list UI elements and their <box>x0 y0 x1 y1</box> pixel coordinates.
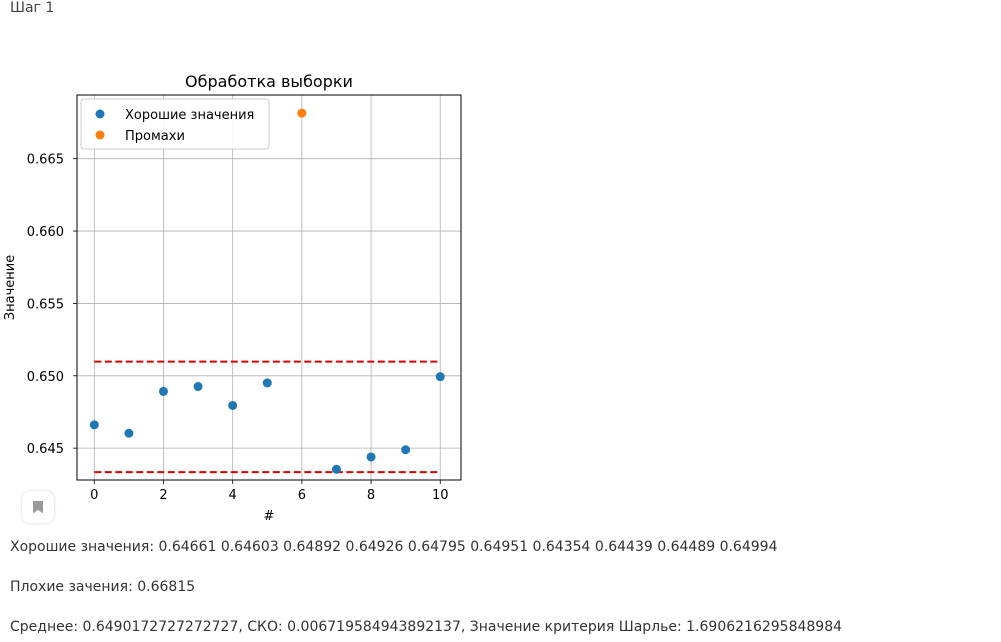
legend-label: Промахи <box>125 129 185 144</box>
data-point <box>124 428 134 438</box>
data-point <box>89 420 99 430</box>
chart-container: 0 2 4 6 8 10 0.645 0.650 0.655 0.660 0.665 Обработ… <box>0 60 480 530</box>
good-values-output: Хорошие значения: 0.64661 0.64603 0.6489… <box>10 539 778 555</box>
bookmark-button[interactable] <box>22 491 54 523</box>
legend-marker <box>95 109 105 119</box>
step-title: Шаг 1 <box>10 0 55 16</box>
data-point <box>228 400 238 410</box>
y-tick-label: 0.660 <box>27 225 64 240</box>
grid-layer <box>77 95 461 480</box>
x-tick-label: 4 <box>229 488 237 503</box>
y-tick-label: 0.665 <box>27 153 64 168</box>
y-axis-label: Значение <box>3 255 18 320</box>
data-point <box>435 372 445 382</box>
y-tick-label: 0.645 <box>27 442 64 457</box>
x-tick-label: 6 <box>298 488 306 503</box>
y-tick-label: 0.650 <box>27 370 64 385</box>
bad-values-output: Плохие зачения: 0.66815 <box>10 579 196 595</box>
x-tick-label: 8 <box>367 488 375 503</box>
legend-label: Хорошие значения <box>125 108 254 123</box>
x-tick-label: 0 <box>90 488 98 503</box>
scatter-chart: 0 2 4 6 8 10 0.645 0.650 0.655 0.660 0.665 Обработ… <box>3 72 462 524</box>
legend-frame <box>80 98 270 150</box>
data-points-layer <box>89 108 445 474</box>
data-point <box>366 452 376 462</box>
ticks-layer: 0 2 4 6 8 10 0.645 0.650 0.655 0.660 0.665 <box>27 153 449 503</box>
data-point <box>262 378 272 388</box>
legend-marker <box>95 130 105 140</box>
data-point <box>297 108 307 118</box>
legend: Хорошие значения Промахи <box>80 98 270 150</box>
data-point <box>401 445 411 455</box>
data-point <box>158 386 168 396</box>
threshold-lines-layer <box>94 360 441 474</box>
x-axis-label: # <box>264 509 275 524</box>
x-tick-label: 10 <box>432 488 449 503</box>
chart-title: Обработка выборки <box>185 72 353 91</box>
stats-output: Среднее: 0.6490172727272727, СКО: 0.0067… <box>10 619 843 635</box>
x-tick-label: 2 <box>159 488 167 503</box>
plot-frame <box>76 94 462 481</box>
y-tick-label: 0.655 <box>27 297 64 312</box>
bookmark-icon <box>33 500 43 514</box>
data-point <box>193 382 203 391</box>
data-point <box>331 464 341 474</box>
